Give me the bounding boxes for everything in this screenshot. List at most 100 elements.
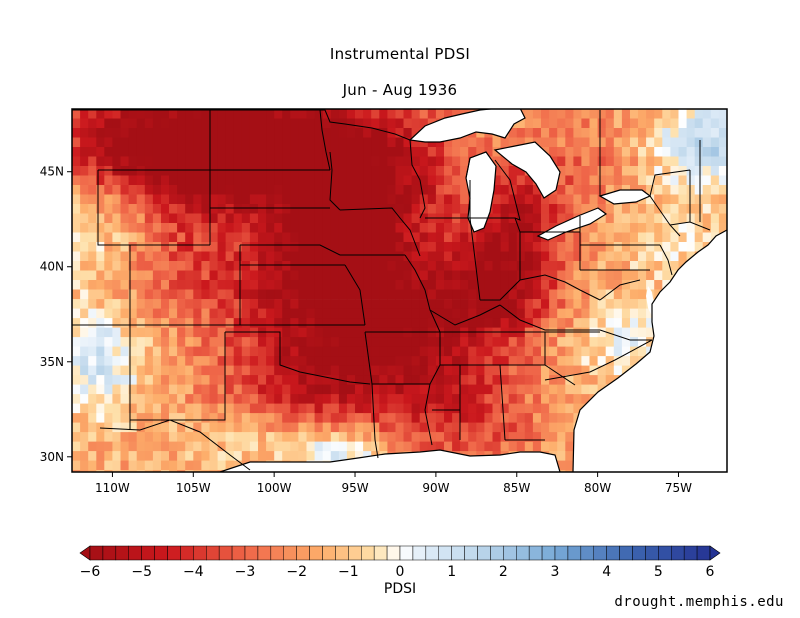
pdsi-cell [500, 441, 510, 452]
pdsi-cell [403, 194, 412, 205]
pdsi-cell [298, 451, 307, 461]
pdsi-cell [508, 308, 518, 319]
pdsi-cell [363, 327, 372, 338]
pdsi-cell [274, 346, 283, 357]
pdsi-cell [419, 375, 429, 385]
pdsi-cell [654, 156, 663, 167]
pdsi-cell [662, 242, 671, 252]
pdsi-cell [630, 299, 639, 309]
pdsi-cell [557, 346, 566, 357]
pdsi-cell [670, 194, 679, 205]
pdsi-cell [298, 175, 307, 186]
pdsi-cell [72, 327, 81, 338]
pdsi-cell [104, 223, 113, 233]
pdsi-cell [225, 118, 235, 129]
pdsi-cell [395, 204, 404, 214]
pdsi-cell [128, 441, 138, 452]
pdsi-cell [516, 118, 526, 129]
pdsi-cell [460, 137, 469, 148]
pdsi-cell [573, 480, 582, 490]
pdsi-cell [516, 232, 526, 243]
pdsi-cell [338, 270, 348, 281]
colorbar-tick-label: −4 [183, 564, 204, 580]
pdsi-cell [589, 166, 598, 176]
pdsi-cell [185, 147, 194, 157]
pdsi-cell [694, 204, 704, 214]
pdsi-cell [605, 337, 615, 347]
pdsi-cell [128, 194, 138, 205]
pdsi-cell [565, 213, 574, 224]
pdsi-cell [233, 403, 243, 414]
pdsi-cell [573, 327, 582, 338]
pdsi-cell [597, 270, 607, 281]
pdsi-cell [209, 261, 218, 271]
pdsi-cell [403, 232, 412, 243]
pdsi-cell [662, 194, 671, 205]
pdsi-cell [298, 413, 307, 423]
pdsi-cell [104, 175, 113, 186]
pdsi-cell [144, 327, 154, 338]
pdsi-cell [541, 204, 550, 214]
pdsi-cell [654, 185, 663, 195]
pdsi-cell [516, 166, 526, 176]
pdsi-cell [314, 147, 324, 157]
pdsi-cell [678, 232, 687, 243]
pdsi-cell [371, 251, 380, 262]
pdsi-cell [249, 185, 259, 195]
pdsi-cell [96, 394, 105, 404]
pdsi-cell [161, 441, 170, 452]
pdsi-cell [516, 223, 526, 233]
pdsi-cell [290, 403, 299, 414]
pdsi-cell [128, 185, 138, 195]
pdsi-cell [152, 318, 162, 328]
pdsi-cell [549, 432, 558, 442]
pdsi-cell [492, 327, 501, 338]
pdsi-cell [395, 166, 404, 176]
pdsi-cell [330, 118, 340, 129]
pdsi-cell [330, 128, 340, 138]
pdsi-cell [613, 175, 623, 186]
pdsi-cell [80, 375, 89, 385]
pdsi-cell [516, 365, 526, 376]
pdsi-cell [346, 242, 356, 252]
pdsi-cell [605, 128, 615, 138]
pdsi-cell [492, 432, 501, 442]
pdsi-cell [363, 242, 372, 252]
pdsi-cell [201, 384, 210, 395]
pdsi-cell [638, 280, 647, 290]
pdsi-cell [468, 261, 477, 271]
pdsi-cell [363, 308, 372, 319]
pdsi-cell [241, 432, 251, 442]
pdsi-cell [290, 261, 299, 271]
pdsi-cell [435, 175, 445, 186]
pdsi-cell [201, 156, 210, 167]
pdsi-cell [387, 232, 396, 243]
pdsi-cell [128, 327, 138, 338]
pdsi-cell [718, 137, 727, 148]
pdsi-cell [444, 327, 453, 338]
pdsi-cell [217, 213, 227, 224]
pdsi-cell [314, 432, 324, 442]
pdsi-cell [557, 403, 566, 414]
pdsi-cell [508, 394, 518, 404]
pdsi-cell [355, 384, 364, 395]
pdsi-cell [654, 270, 663, 281]
pdsi-cell [185, 327, 194, 338]
colorbar-swatch [386, 545, 401, 561]
pdsi-cell [403, 147, 412, 157]
pdsi-cell [686, 242, 696, 252]
pdsi-cell [104, 166, 113, 176]
pdsi-cell [282, 356, 291, 366]
pdsi-cell [169, 346, 178, 357]
pdsi-cell [338, 223, 348, 233]
pdsi-cell [565, 261, 574, 271]
pdsi-cell [104, 356, 113, 366]
pdsi-cell [710, 118, 720, 129]
pdsi-cell [524, 365, 534, 376]
pdsi-cell [290, 232, 299, 243]
pdsi-cell [177, 242, 186, 252]
pdsi-cell [161, 204, 170, 214]
pdsi-cell [508, 261, 518, 271]
pdsi-cell [193, 394, 202, 404]
pdsi-cell [338, 175, 348, 186]
